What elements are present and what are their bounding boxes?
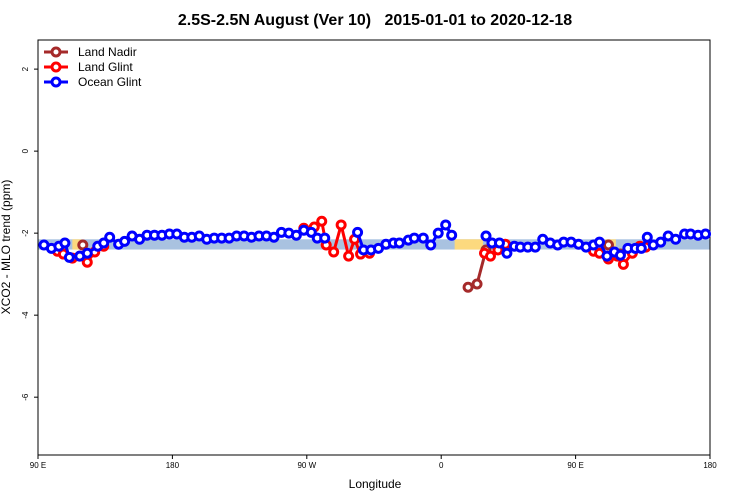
data-point — [417, 232, 429, 244]
data-point — [462, 281, 474, 293]
data-point — [63, 251, 75, 263]
data-point — [440, 219, 452, 231]
x-axis-label: Longitude — [349, 477, 402, 491]
data-point — [670, 233, 682, 245]
data-point — [328, 246, 340, 258]
data-point — [602, 239, 614, 251]
data-point — [335, 219, 347, 231]
band-highlight — [72, 239, 82, 250]
data-point — [119, 235, 131, 247]
x-tick-label: 90 E — [567, 461, 583, 470]
data-point — [343, 250, 355, 262]
x-tick-label: 180 — [166, 461, 180, 470]
x-tick-label: 0 — [439, 461, 444, 470]
data-point — [700, 228, 712, 240]
data-point — [393, 237, 405, 249]
data-point — [593, 236, 605, 248]
data-point — [501, 247, 513, 259]
x-tick-label: 180 — [703, 461, 717, 470]
data-point — [484, 250, 496, 262]
data-point — [446, 229, 458, 241]
data-point — [493, 237, 505, 249]
data-point — [319, 232, 331, 244]
legend-label: Ocean Glint — [78, 75, 142, 89]
data-point — [81, 256, 93, 268]
data-point — [529, 241, 541, 253]
data-point — [408, 232, 420, 244]
data-point — [480, 230, 492, 242]
data-point — [635, 242, 647, 254]
y-tick-label: -4 — [21, 311, 30, 319]
data-point — [77, 239, 89, 251]
data-point — [316, 215, 328, 227]
legend-swatch-point — [50, 61, 62, 73]
data-point — [425, 239, 437, 251]
y-axis-label: XCO2 - MLO trend (ppm) — [0, 180, 13, 315]
data-point — [641, 231, 653, 243]
y-tick-label: 0 — [21, 148, 30, 153]
y-tick-label: 2 — [21, 66, 30, 71]
data-point — [268, 231, 280, 243]
plot-frame — [37, 39, 711, 456]
data-point — [104, 231, 116, 243]
legend-swatch-point — [50, 76, 62, 88]
data-point — [59, 237, 71, 249]
data-point — [471, 278, 483, 290]
x-tick-label: 90 E — [30, 461, 46, 470]
data-point — [290, 229, 302, 241]
reference-band — [38, 239, 710, 250]
legend-swatch-point — [50, 46, 62, 58]
legend-label: Land Nadir — [78, 45, 137, 59]
data-point — [617, 258, 629, 270]
y-tick-label: -6 — [21, 393, 30, 401]
chart-title: 2.5S-2.5N August (Ver 10) 2015-01-01 to … — [178, 12, 572, 29]
data-point — [432, 227, 444, 239]
y-tick-label: -2 — [21, 229, 30, 237]
data-point — [81, 247, 93, 259]
x-tick-label: 90 W — [297, 461, 316, 470]
legend-label: Land Glint — [78, 60, 133, 74]
data-point — [655, 236, 667, 248]
data-point — [352, 226, 364, 238]
band-highlight — [454, 239, 484, 250]
data-point — [614, 249, 626, 261]
